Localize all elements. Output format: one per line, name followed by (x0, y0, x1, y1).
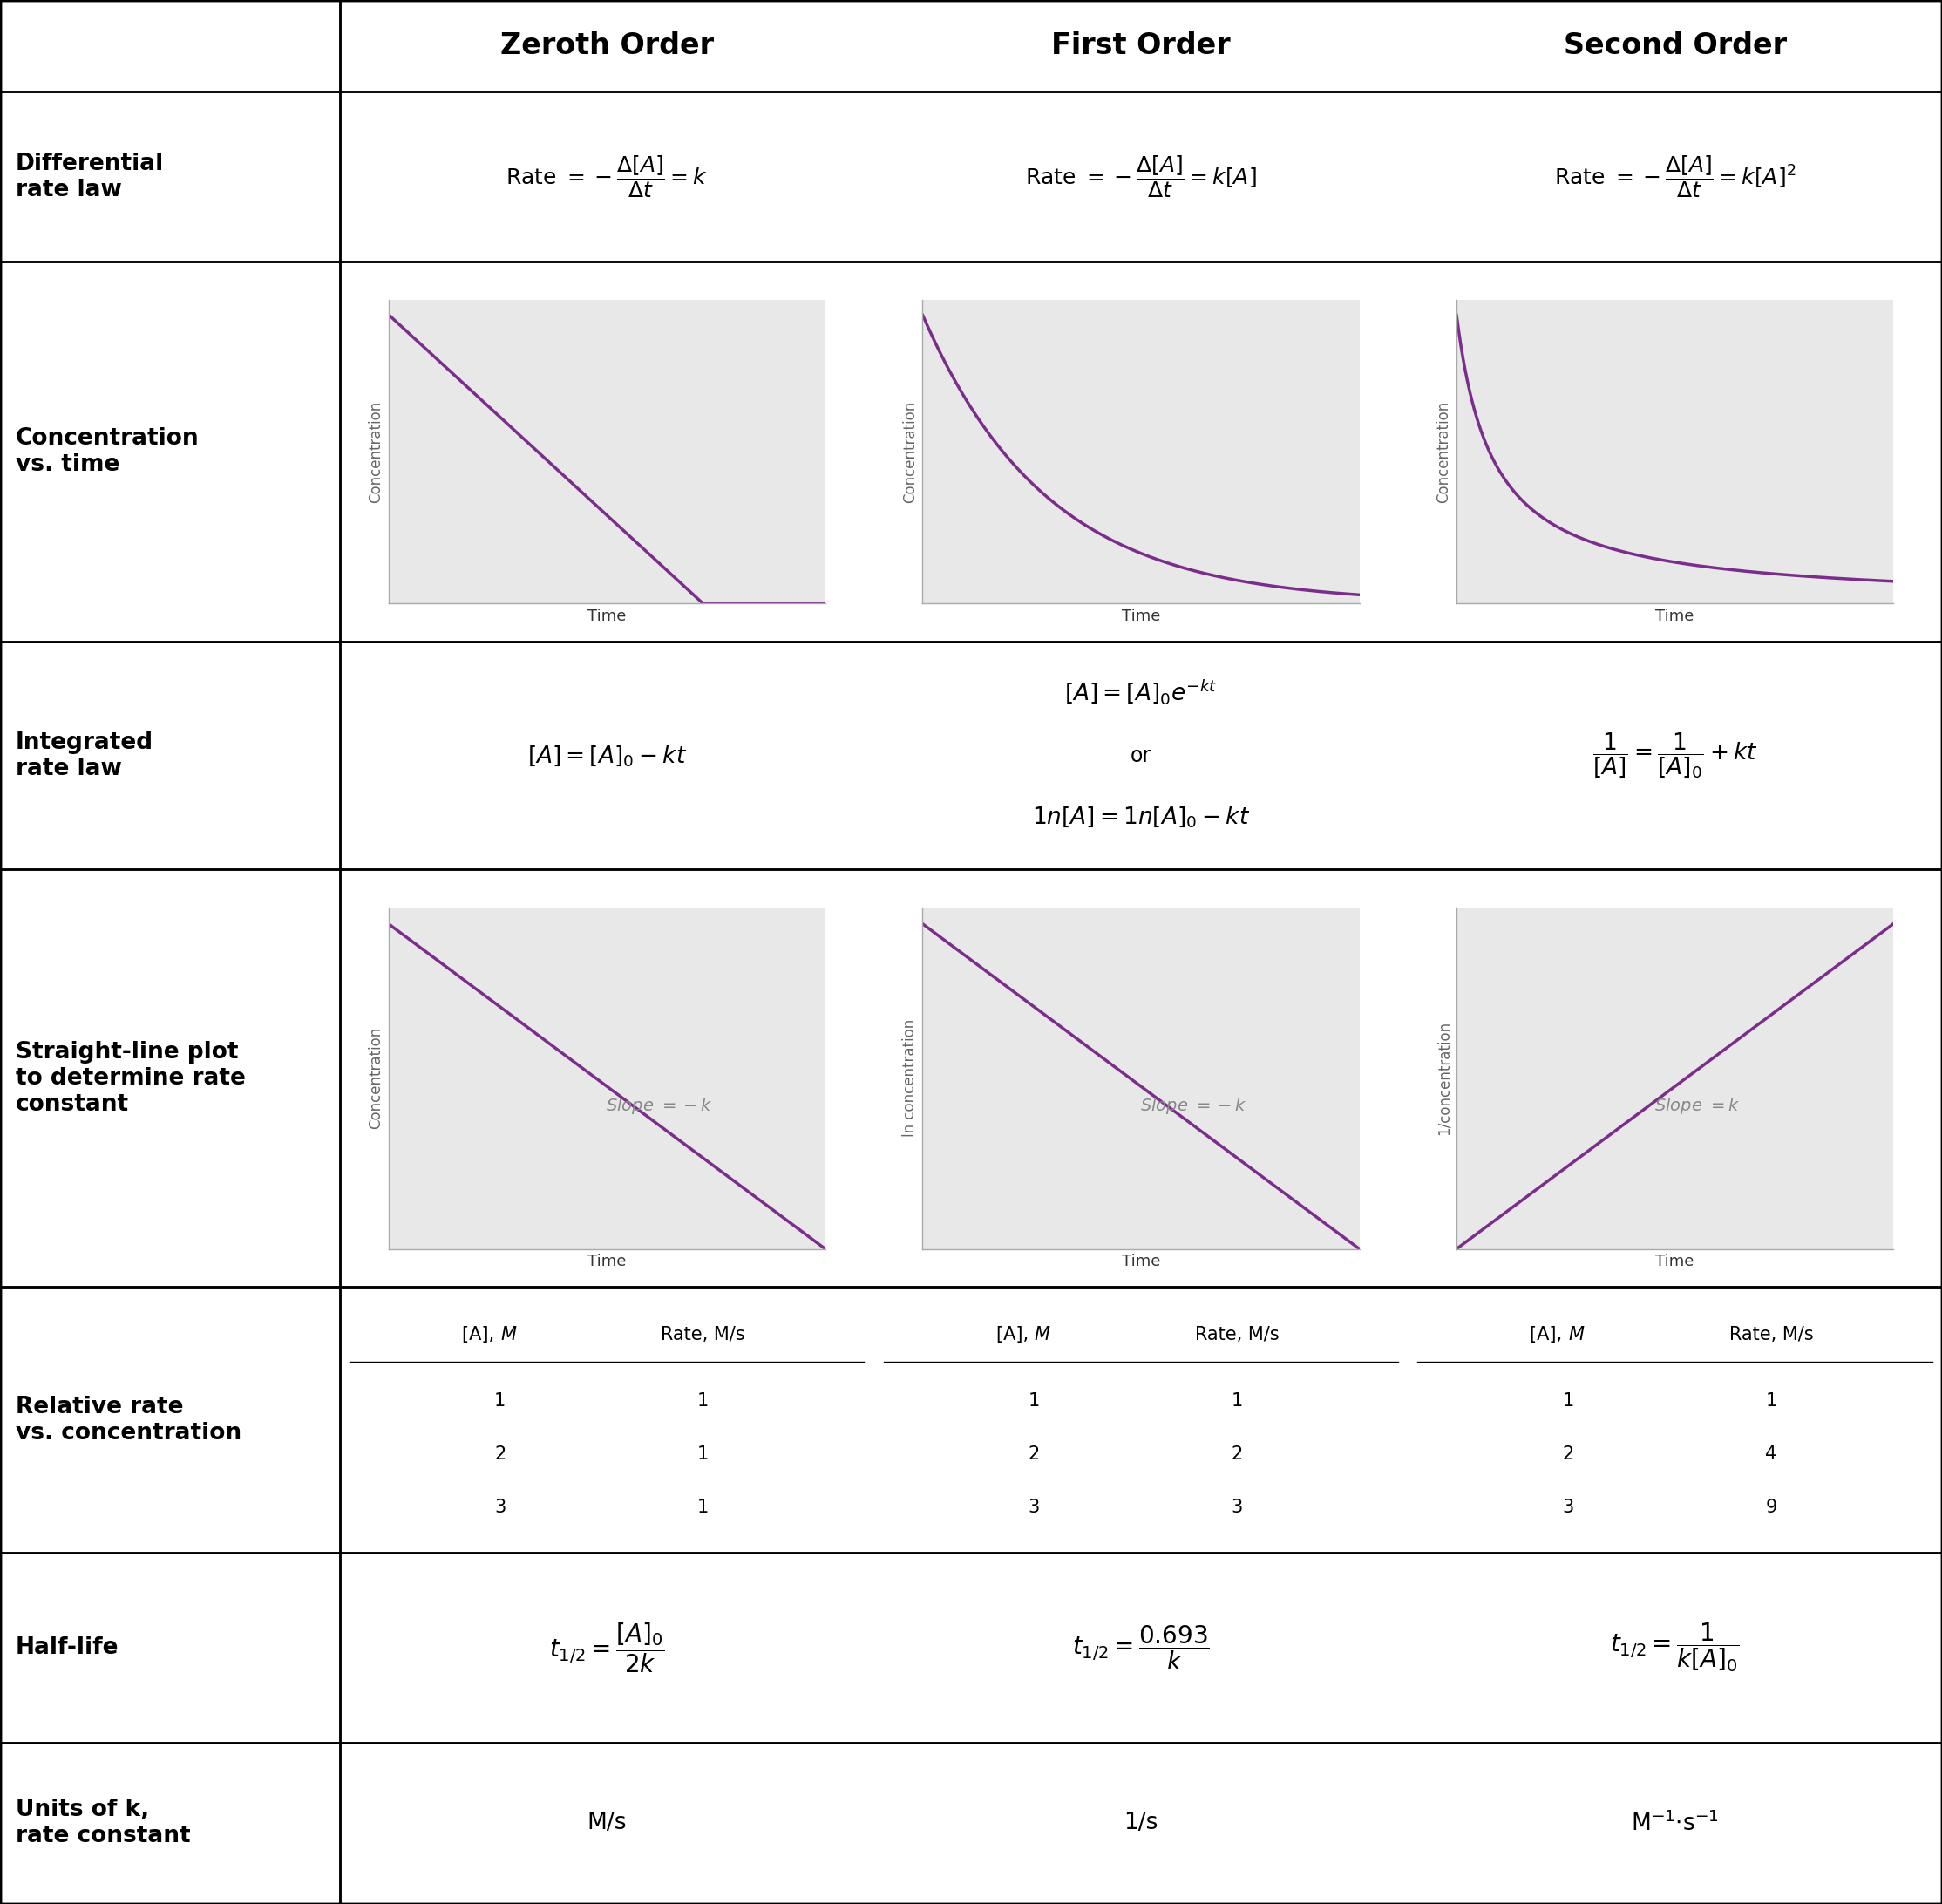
Text: or: or (1130, 744, 1152, 765)
Text: 2: 2 (1231, 1445, 1243, 1462)
Text: 2: 2 (1563, 1445, 1573, 1462)
Text: M$^{-1}$$\cdot$s$^{-1}$: M$^{-1}$$\cdot$s$^{-1}$ (1631, 1811, 1719, 1835)
Text: Rate $= -\dfrac{\Delta[A]}{\Delta t} = k[A]$: Rate $= -\dfrac{\Delta[A]}{\Delta t} = k… (1025, 154, 1256, 200)
Text: $M$: $M$ (1033, 1327, 1051, 1344)
Text: 3: 3 (1563, 1498, 1573, 1516)
Text: 1: 1 (697, 1392, 709, 1411)
Text: 1/s: 1/s (1124, 1813, 1157, 1835)
Text: $t_{1/2} = \dfrac{1}{k[A]_0}$: $t_{1/2} = \dfrac{1}{k[A]_0}$ (1610, 1622, 1740, 1674)
X-axis label: Time: Time (1657, 1255, 1693, 1270)
Text: Slope $= -k$: Slope $= -k$ (606, 1095, 713, 1116)
Text: Half-life: Half-life (16, 1636, 118, 1658)
Text: 1: 1 (697, 1445, 709, 1462)
Text: 3: 3 (1231, 1498, 1243, 1516)
Text: 4: 4 (1765, 1445, 1777, 1462)
Text: [A],: [A], (996, 1327, 1033, 1344)
Text: 3: 3 (1029, 1498, 1039, 1516)
Text: Slope $= k$: Slope $= k$ (1655, 1095, 1740, 1116)
Text: 2: 2 (1029, 1445, 1039, 1462)
X-axis label: Time: Time (1122, 1255, 1159, 1270)
Text: $t_{1/2} = \dfrac{[A]_0}{2k}$: $t_{1/2} = \dfrac{[A]_0}{2k}$ (550, 1620, 664, 1674)
X-axis label: Time: Time (1657, 609, 1693, 625)
Text: 2: 2 (495, 1445, 505, 1462)
Text: Slope $= -k$: Slope $= -k$ (1140, 1095, 1247, 1116)
Text: Rate $= -\dfrac{\Delta[A]}{\Delta t} = k[A]^2$: Rate $= -\dfrac{\Delta[A]}{\Delta t} = k… (1554, 154, 1796, 200)
Y-axis label: Concentration: Concentration (367, 400, 385, 503)
Text: $1n[A] = 1n[A]_0 - kt$: $1n[A] = 1n[A]_0 - kt$ (1031, 805, 1251, 830)
X-axis label: Time: Time (588, 609, 625, 625)
X-axis label: Time: Time (588, 1255, 625, 1270)
Text: Straight-line plot
to determine rate
constant: Straight-line plot to determine rate con… (16, 1041, 245, 1116)
Text: $\dfrac{1}{[A]} = \dfrac{1}{[A]_0} + kt$: $\dfrac{1}{[A]} = \dfrac{1}{[A]_0} + kt$ (1592, 731, 1758, 781)
Text: 1: 1 (1029, 1392, 1039, 1411)
Text: Units of k,
rate constant: Units of k, rate constant (16, 1799, 190, 1847)
Text: Rate, M/s: Rate, M/s (1194, 1327, 1280, 1344)
Text: $M$: $M$ (1569, 1327, 1585, 1344)
Y-axis label: Concentration: Concentration (367, 1026, 385, 1129)
Text: Rate $= -\dfrac{\Delta[A]}{\Delta t} = k$: Rate $= -\dfrac{\Delta[A]}{\Delta t} = k… (505, 154, 709, 200)
Text: First Order: First Order (1051, 30, 1231, 59)
Text: Rate, M/s: Rate, M/s (1728, 1327, 1814, 1344)
Text: 1: 1 (1563, 1392, 1573, 1411)
Text: M/s: M/s (586, 1813, 627, 1835)
Text: $[A] = [A]_0e^{-kt}$: $[A] = [A]_0e^{-kt}$ (1064, 678, 1218, 706)
Y-axis label: Concentration: Concentration (1435, 400, 1453, 503)
Y-axis label: Concentration: Concentration (901, 400, 919, 503)
Text: 1: 1 (1231, 1392, 1243, 1411)
X-axis label: Time: Time (1122, 609, 1159, 625)
Text: [A],: [A], (1530, 1327, 1569, 1344)
Text: 1: 1 (495, 1392, 505, 1411)
Text: Integrated
rate law: Integrated rate law (16, 731, 153, 781)
Text: 3: 3 (495, 1498, 505, 1516)
Text: 9: 9 (1765, 1498, 1777, 1516)
Text: $M$: $M$ (501, 1327, 517, 1344)
Text: Rate, M/s: Rate, M/s (660, 1327, 746, 1344)
Y-axis label: ln concentration: ln concentration (901, 1019, 919, 1137)
Text: $[A] = [A]_0 - kt$: $[A] = [A]_0 - kt$ (526, 743, 687, 767)
Text: $t_{1/2} = \dfrac{0.693}{k}$: $t_{1/2} = \dfrac{0.693}{k}$ (1072, 1624, 1210, 1672)
Text: Concentration
vs. time: Concentration vs. time (16, 426, 200, 476)
Text: Differential
rate law: Differential rate law (16, 152, 163, 202)
Text: 1: 1 (697, 1498, 709, 1516)
Text: Second Order: Second Order (1563, 30, 1787, 59)
Text: Relative rate
vs. concentration: Relative rate vs. concentration (16, 1396, 241, 1445)
Text: 1: 1 (1765, 1392, 1777, 1411)
Text: [A],: [A], (462, 1327, 501, 1344)
Text: Zeroth Order: Zeroth Order (501, 30, 713, 59)
Y-axis label: 1/concentration: 1/concentration (1435, 1021, 1453, 1135)
